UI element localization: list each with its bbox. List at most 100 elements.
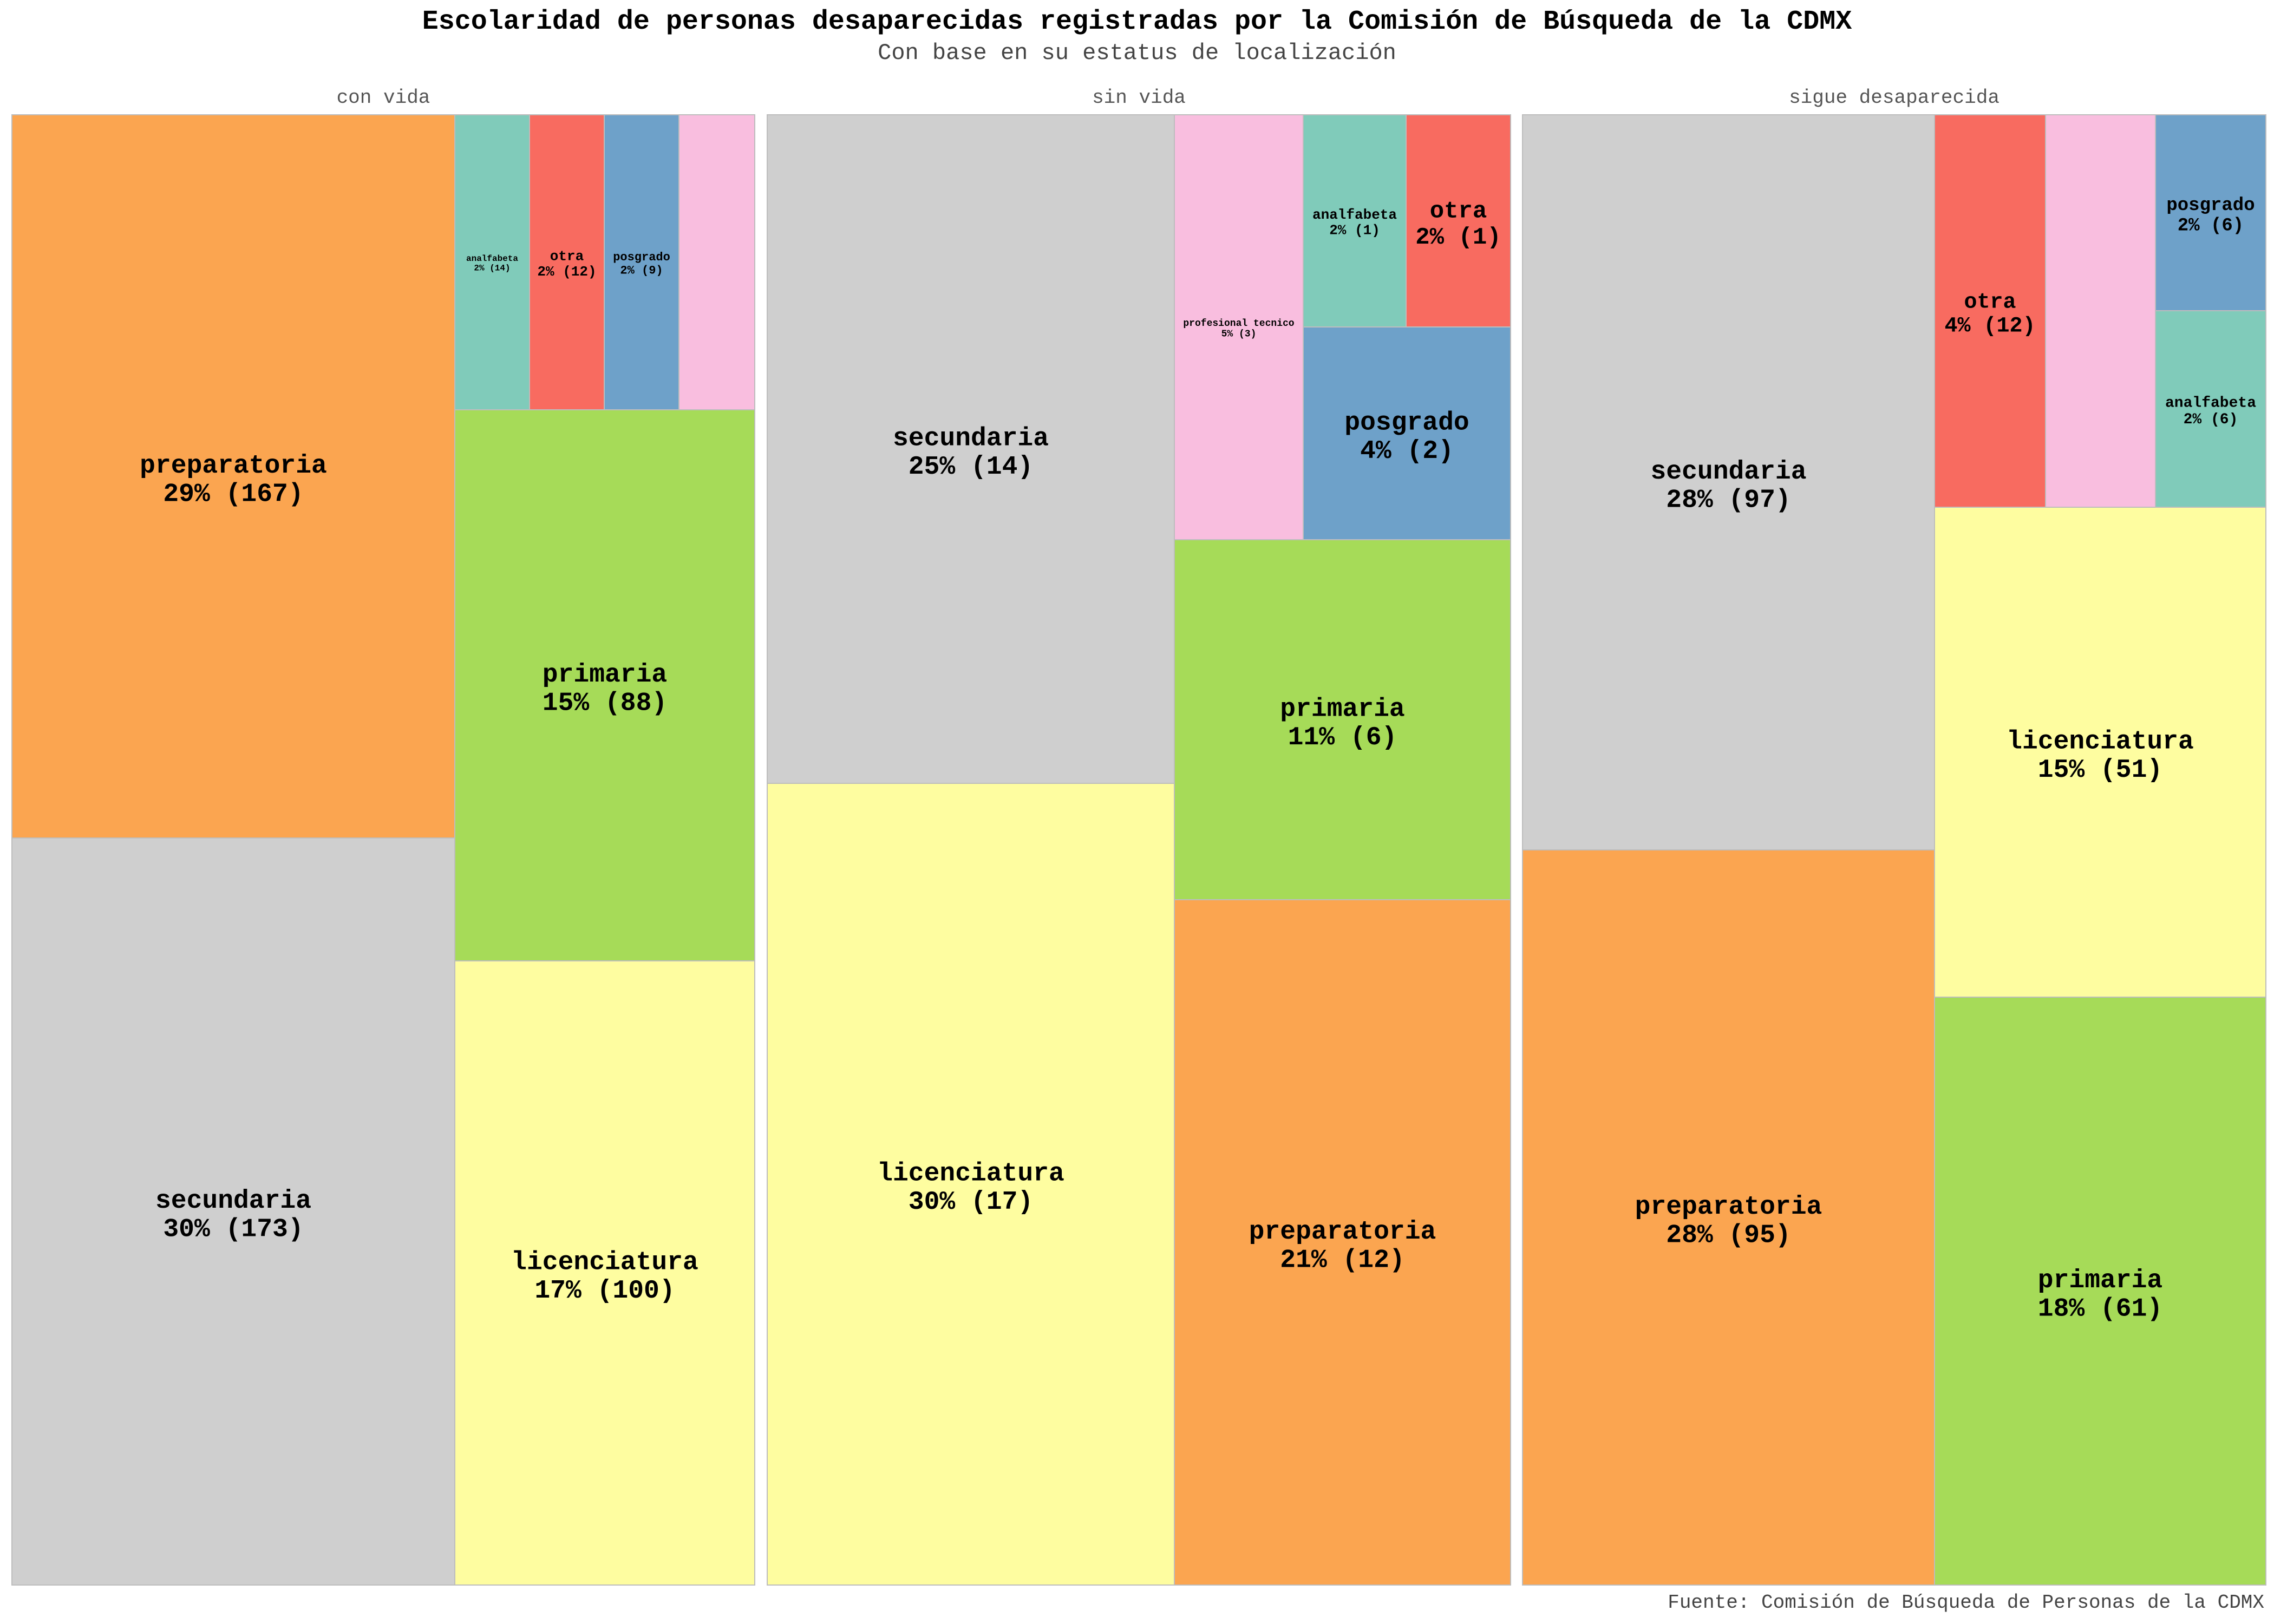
cell-value-label: 2% (14) [474, 264, 510, 273]
cell-label: preparatoria [140, 451, 327, 481]
cell-label: posgrado [1344, 408, 1469, 437]
chart-source: Fuente: Comisión de Búsqueda de Personas… [1668, 1592, 2264, 1614]
cell-rect [454, 960, 755, 1586]
cell-value-label: 18% (61) [2038, 1295, 2162, 1324]
cell-rect [1934, 997, 2266, 1586]
cell-value-label: 2% (6) [2184, 411, 2238, 428]
cell-label: analfabeta [2165, 395, 2256, 411]
cell-value-label: 25% (14) [909, 453, 1033, 482]
cell-label: licenciatura [877, 1159, 1064, 1188]
cell-value-label: 30% (17) [909, 1188, 1033, 1217]
cell-rect [2155, 310, 2266, 508]
cell-value-label: 4% (12) [1944, 315, 2035, 339]
cell-rect [1934, 114, 2046, 508]
cell-value-label: 21% (12) [1280, 1246, 1404, 1275]
cell-rect [454, 114, 530, 410]
cell-rect [2155, 114, 2266, 311]
cell-label: otra [550, 248, 584, 265]
cell-label: licenciatura [511, 1248, 698, 1277]
cell-rect [1174, 539, 1511, 900]
panel-title: sin vida [1092, 87, 1186, 109]
cell-label: profesional tecnico [1183, 318, 1294, 329]
cell-value-label: 15% (88) [543, 689, 667, 718]
cell-rect [1934, 507, 2266, 998]
cell-value-label: 11% (6) [1288, 723, 1397, 752]
cell-label: primaria [543, 660, 667, 690]
cell-label: posgrado [613, 251, 670, 264]
cell-rect [1174, 899, 1511, 1586]
cell-value-label: 4% (2) [1360, 437, 1454, 466]
cell-value-label: 29% (167) [163, 480, 303, 509]
cell-value-label: 28% (97) [1666, 486, 1791, 515]
cell-label: preparatoria [1635, 1193, 1822, 1222]
cell-value-label: 2% (9) [620, 264, 663, 277]
cell-value-label: 5% (3) [1221, 329, 1257, 340]
cell-label: analfabeta [1312, 207, 1397, 223]
cell-rect [1303, 114, 1407, 328]
cell-value-label: 2% (12) [537, 264, 596, 280]
cell-label: secundaria [1650, 457, 1806, 487]
panel-title: sigue desaparecida [1789, 87, 1999, 109]
cell-rect [11, 114, 455, 839]
chart-subtitle: Con base en su estatus de localización [878, 40, 1396, 66]
cell-label: analfabeta [466, 254, 518, 264]
cell-value-label: 17% (100) [534, 1276, 675, 1306]
panel-title: con vida [337, 87, 430, 109]
chart-title: Escolaridad de personas desaparecidas re… [422, 6, 1852, 37]
cell-value-label: 2% (1) [1415, 224, 1501, 251]
cell-rect [529, 114, 605, 410]
cell-label: secundaria [155, 1187, 311, 1216]
cell-rect [2045, 114, 2156, 508]
cell-value-label: 15% (51) [2038, 756, 2162, 785]
cell-label: primaria [1280, 695, 1404, 724]
cell-rect [1406, 114, 1511, 328]
cell-label: secundaria [893, 424, 1049, 453]
cell-label: licenciatura [2007, 727, 2194, 756]
cell-rect [11, 837, 455, 1586]
treemap-cell-profesional-tecnico [2045, 114, 2156, 508]
cell-rect [678, 114, 755, 410]
cell-value-label: 30% (173) [163, 1215, 303, 1245]
cell-rect [1522, 849, 1935, 1586]
cell-rect [1303, 326, 1511, 540]
cell-value-label: 2% (1) [1329, 222, 1380, 239]
cell-rect [604, 114, 679, 410]
cell-label: primaria [2038, 1266, 2162, 1295]
cell-label: preparatoria [1249, 1217, 1436, 1247]
cell-label: posgrado [2166, 195, 2255, 216]
treemap-cell-profesional-tecnico [678, 114, 755, 410]
cell-label: otra [1964, 291, 2016, 315]
cell-value-label: 2% (6) [2178, 215, 2244, 236]
cell-rect [767, 114, 1175, 784]
cell-rect [1174, 114, 1304, 540]
cell-label: otra [1430, 198, 1487, 225]
cell-rect [1522, 114, 1935, 850]
cell-value-label: 28% (95) [1666, 1221, 1791, 1250]
cell-rect [767, 783, 1175, 1586]
